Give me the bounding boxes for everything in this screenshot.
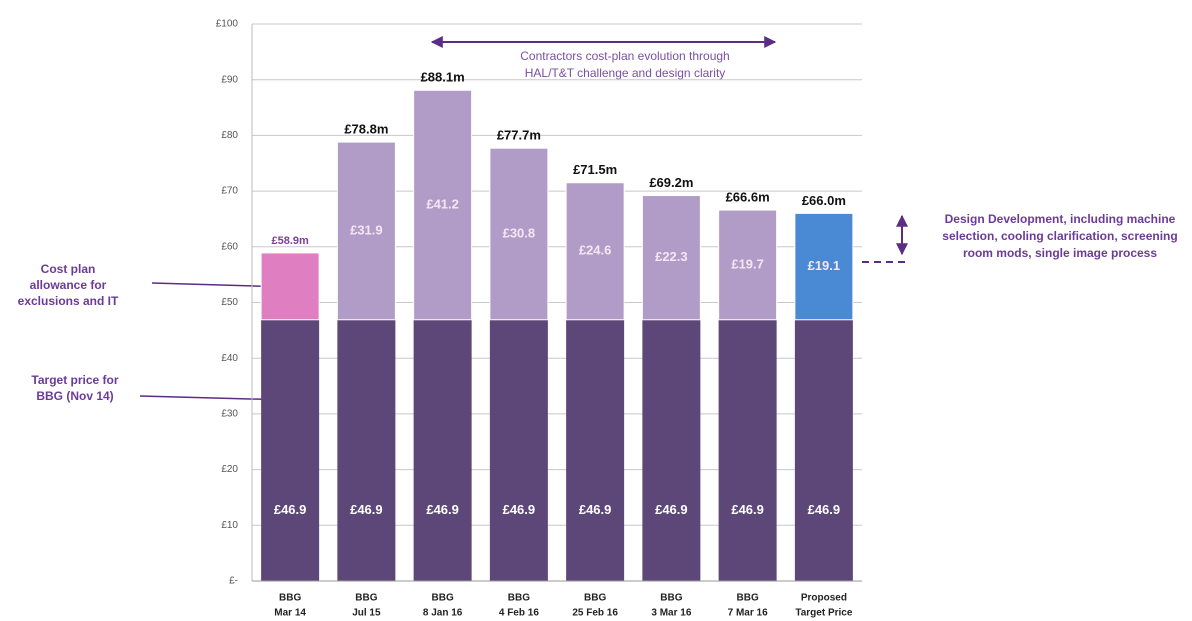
x-tick-label: 8 Jan 16: [423, 608, 463, 619]
value-label: £46.9: [426, 502, 459, 517]
x-tick-label: 3 Mar 16: [651, 608, 691, 619]
bar-segment: [261, 319, 320, 581]
x-tick-label: BBG: [660, 593, 682, 604]
x-tick-label: BBG: [432, 593, 454, 604]
value-label: £30.8: [503, 225, 536, 240]
x-tick-label: BBG: [508, 593, 530, 604]
bar-segment: [336, 141, 396, 321]
total-label: £77.7m: [497, 128, 541, 143]
x-tick-label: Jul 15: [352, 608, 381, 619]
x-tick-label: BBG: [584, 593, 606, 604]
annotation: room mods, single image process: [963, 246, 1157, 260]
y-tick-label: £40: [221, 353, 238, 364]
value-label: £46.9: [731, 502, 764, 517]
annotation: BBG (Nov 14): [36, 389, 113, 403]
value-label: £19.1: [808, 258, 841, 273]
x-tick-label: Mar 14: [274, 608, 306, 619]
value-label: £31.9: [350, 222, 383, 237]
bar-segment: [489, 319, 548, 581]
value-label: £24.6: [579, 243, 612, 258]
annotation: Cost plan: [41, 262, 96, 276]
value-label: £19.7: [731, 256, 764, 271]
y-tick-label: £30: [221, 409, 238, 420]
annotation: exclusions and IT: [18, 294, 119, 308]
x-tick-label: 25 Feb 16: [572, 608, 618, 619]
y-tick-label: £100: [216, 19, 239, 30]
annotation: HAL/T&T challenge and design clarity: [525, 66, 726, 80]
y-tick-label: £80: [221, 130, 238, 141]
total-label: £78.8m: [344, 122, 388, 137]
x-tick-label: 7 Mar 16: [728, 608, 768, 619]
bar-segment: [641, 195, 701, 321]
total-label: £66.6m: [726, 189, 770, 204]
bar-segment: [413, 89, 473, 321]
y-tick-label: £20: [221, 464, 238, 475]
bar-segment: [565, 182, 625, 321]
x-tick-label: BBG: [355, 593, 377, 604]
total-label: £88.1m: [421, 70, 465, 85]
value-label: £46.9: [274, 502, 307, 517]
total-label: £66.0m: [802, 193, 846, 208]
value-label: £46.9: [503, 502, 536, 517]
bar-segment: [718, 319, 777, 581]
x-tick-label: BBG: [737, 593, 759, 604]
total-label: £58.9m: [271, 235, 309, 247]
bar-segment: [337, 319, 396, 581]
bar-segment: [413, 319, 472, 581]
y-tick-label: £70: [221, 186, 238, 197]
y-tick-label: £-: [229, 576, 238, 587]
y-tick-label: £10: [221, 520, 238, 531]
value-label: £22.3: [655, 249, 688, 264]
bar-segment: [794, 212, 854, 321]
value-label: £41.2: [426, 196, 459, 211]
total-label: £71.5m: [573, 162, 617, 177]
x-tick-label: BBG: [279, 593, 301, 604]
bar-segment: [642, 319, 701, 581]
annotation: selection, cooling clarification, screen…: [942, 229, 1177, 243]
x-tick-label: Proposed: [801, 593, 847, 604]
value-label: £46.9: [655, 502, 688, 517]
bar-segment: [566, 319, 625, 581]
x-tick-label: 4 Feb 16: [499, 608, 539, 619]
x-tick-label: Target Price: [795, 608, 852, 619]
y-tick-label: £60: [221, 241, 238, 252]
y-tick-label: £90: [221, 74, 238, 85]
y-tick-label: £50: [221, 297, 238, 308]
annotation: Contractors cost-plan evolution through: [520, 49, 729, 63]
bar-segment: [260, 252, 320, 321]
value-label: £46.9: [350, 502, 383, 517]
bar-segment: [794, 319, 853, 581]
bar-segment: [718, 209, 778, 321]
annotation: Target price for: [31, 373, 118, 387]
annotation: Design Development, including machine: [945, 212, 1176, 226]
value-label: £46.9: [579, 502, 612, 517]
total-label: £69.2m: [649, 175, 693, 190]
bar-segment: [489, 147, 549, 321]
annotation: allowance for: [30, 278, 107, 292]
value-label: £46.9: [808, 502, 841, 517]
